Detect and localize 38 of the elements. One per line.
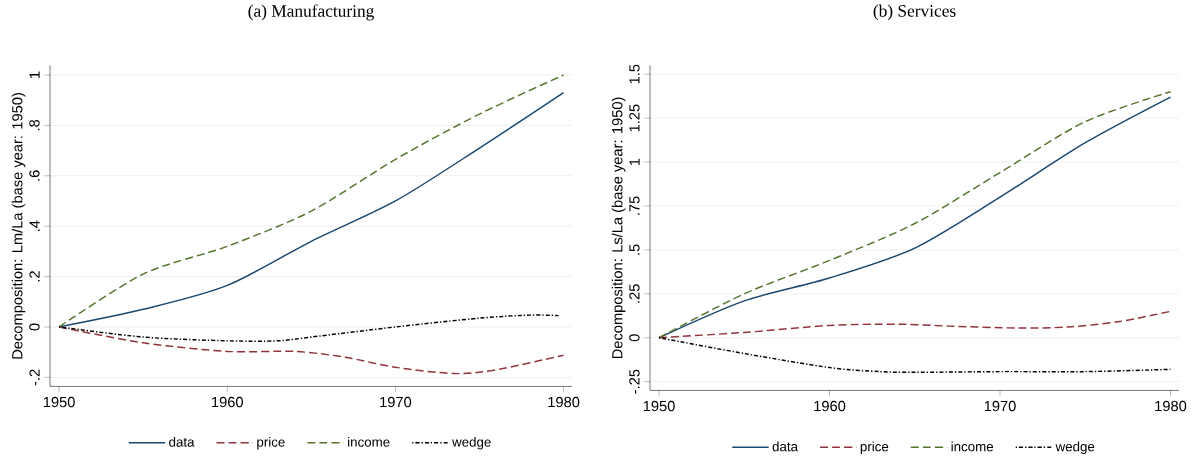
chart-title: (b) Services bbox=[873, 4, 956, 21]
line-series bbox=[658, 310, 1172, 339]
y-tick-label: .5 bbox=[629, 244, 640, 255]
y-tick-label: -.25 bbox=[629, 369, 640, 394]
y-tick-label: 0 bbox=[629, 334, 640, 342]
y-tick-label: 1 bbox=[629, 158, 640, 165]
x-tick-label: 1950 bbox=[643, 400, 675, 412]
x-tick-label: 1960 bbox=[212, 396, 243, 408]
x-tick-label: 1950 bbox=[43, 396, 75, 408]
y-tick-label: 0 bbox=[29, 323, 40, 331]
y-tick-label: 1.25 bbox=[629, 104, 640, 132]
line-series bbox=[58, 314, 560, 342]
x-tick-label: 1980 bbox=[548, 396, 580, 408]
x-tick-label: 1980 bbox=[1155, 400, 1187, 412]
x-tick-label: 1970 bbox=[984, 400, 1016, 412]
legend-label: data bbox=[169, 436, 195, 447]
legend-label: wedge bbox=[452, 436, 491, 450]
legend-label: data bbox=[772, 441, 799, 452]
y-tick-label: .75 bbox=[629, 196, 640, 215]
legend-label: price bbox=[860, 441, 889, 454]
y-tick-label: .2 bbox=[29, 270, 40, 282]
y-tick-label: .4 bbox=[29, 220, 40, 231]
y-tick-label: .8 bbox=[29, 119, 40, 130]
x-tick-label: 1970 bbox=[380, 396, 412, 408]
y-axis-title: Decomposition: Ls/La (base year: 1950) bbox=[611, 97, 626, 358]
chart-title: (a) Manufacturing bbox=[248, 4, 374, 21]
y-tick-label: 1 bbox=[29, 71, 40, 78]
line-series bbox=[58, 326, 565, 375]
y-tick-label: .25 bbox=[629, 284, 640, 303]
legend-label: price bbox=[257, 436, 285, 450]
x-tick-label: 1960 bbox=[814, 400, 846, 412]
y-tick-label: .6 bbox=[29, 170, 40, 181]
legend-label: income bbox=[348, 436, 390, 447]
y-tick-label: 1.5 bbox=[629, 64, 640, 84]
y-axis-title: Decomposition: Lm/La (base year: 1950) bbox=[11, 92, 26, 359]
y-tick-label: -.2 bbox=[29, 369, 40, 386]
legend-label: wedge bbox=[1055, 441, 1095, 454]
legend-label: income bbox=[951, 441, 994, 452]
